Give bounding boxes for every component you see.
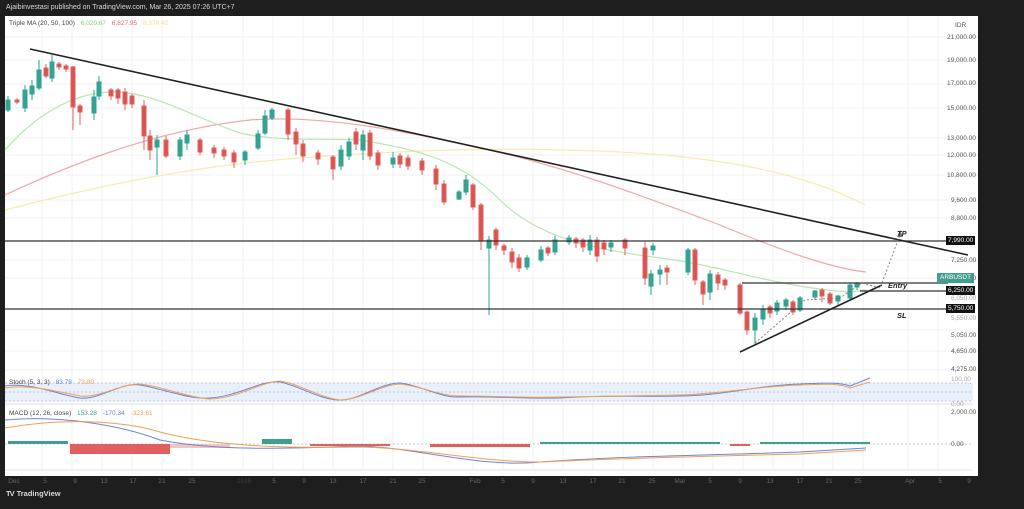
tp-annotation: TP [897, 229, 907, 238]
time-label: 13 [100, 478, 108, 485]
currency-label: IDR [955, 22, 967, 29]
stoch-k-line [4, 377, 871, 401]
projection-path [754, 234, 901, 344]
time-label: 13 [559, 478, 567, 485]
time-label: 13 [329, 478, 337, 485]
time-label: 13 [766, 478, 774, 485]
time-label: 25 [418, 478, 426, 485]
time-label: 25 [854, 478, 862, 485]
price-tick: 5,550.00 [951, 315, 977, 322]
time-label: Apr [904, 478, 916, 485]
time-label: 5 [43, 478, 47, 485]
time-label: 21 [825, 478, 833, 485]
price-tick: 21,000.00 [947, 34, 976, 41]
ma-legend-name: Triple MA (20, 50, 100) [9, 20, 75, 27]
time-label: 5 [938, 478, 942, 485]
candlesticks [5, 55, 860, 345]
tradingview-logo[interactable]: TV TradingView [6, 489, 61, 498]
price-tick: 4,650.00 [951, 348, 977, 355]
ma50-value: 6,827.95 [111, 20, 138, 27]
frame-border-right [978, 16, 1024, 476]
signal-line [4, 421, 867, 463]
ma50-line [4, 118, 867, 273]
stoch-d-line [4, 380, 871, 401]
price-tick: 6,050.00 [951, 295, 977, 302]
time-label: 21 [389, 478, 397, 485]
macd-legend-name: MACD (12, 26, close) [9, 410, 72, 417]
brand-name: TradingView [16, 489, 61, 498]
price-tick: 13,000.00 [947, 135, 976, 142]
stoch-k-value: 83.78 [55, 379, 72, 386]
price-tick: 17,000.00 [947, 80, 976, 87]
entry-price-tag: 6,250.00 [946, 286, 976, 295]
price-tick: 9,600.00 [951, 197, 977, 204]
ma20-value: 6,020.67 [80, 20, 106, 27]
tradingview-mark-icon: TV [6, 489, 15, 498]
time-label: 5 [272, 478, 276, 485]
symbol-tag: ARBUSDT [937, 273, 975, 283]
time-label: 25 [648, 478, 656, 485]
sl-price-tag: 5,750.00 [946, 304, 976, 313]
time-label: 9 [73, 478, 77, 485]
ma100-value: 8,378.42 [142, 20, 169, 27]
ma100-line [4, 148, 866, 211]
time-label: 9 [738, 478, 742, 485]
time-label-year: 2025 [236, 478, 252, 485]
macd-histogram [8, 439, 870, 454]
price-tick: 8,800.00 [951, 215, 977, 222]
price-tick: 4,275.00 [951, 366, 977, 373]
price-tick: 15,000.00 [947, 105, 976, 112]
time-label: 9 [531, 478, 535, 485]
grid-lines [5, 16, 978, 470]
price-tick: 7,250.00 [951, 257, 977, 264]
macd-hist-value: 153.28 [76, 410, 97, 417]
price-tick: 12,000.00 [947, 152, 976, 159]
stoch-d-value: 73.89 [77, 379, 95, 386]
macd-value: -170.34 [102, 410, 125, 417]
stoch-tick: 100.00 [951, 376, 971, 383]
time-label: 5 [501, 478, 505, 485]
ma20-line [4, 91, 867, 293]
tp-price-tag: 7,990.00 [946, 236, 976, 245]
ma-legend[interactable]: Triple MA (20, 50, 100) 6,020.67 6,827.9… [9, 20, 172, 27]
time-label: 21 [618, 478, 626, 485]
time-label: Dec [8, 478, 20, 485]
sl-annotation: SL [897, 311, 907, 320]
level-lines [5, 240, 948, 310]
time-label: 25 [188, 478, 196, 485]
time-label: 9 [302, 478, 306, 485]
stoch-tick: 0.00 [951, 401, 964, 408]
macd-tick: 2,000.00 [951, 409, 977, 416]
projection-arrow-icon [897, 230, 903, 237]
time-label: 17 [796, 478, 804, 485]
ascending-trendline [739, 284, 883, 353]
time-label: 9 [967, 478, 971, 485]
price-tick: 19,000.00 [947, 57, 976, 64]
stoch-legend-name: Stoch (5, 3, 3) [9, 379, 50, 386]
time-label: 5 [708, 478, 712, 485]
time-label: Feb [469, 478, 481, 485]
signal-value: -323.61 [130, 410, 153, 417]
time-label: 21 [158, 478, 166, 485]
time-label: 17 [359, 478, 367, 485]
time-label: Mar [674, 478, 686, 485]
macd-tick: 0.00 [951, 441, 964, 448]
macd-line [4, 418, 867, 464]
stoch-legend[interactable]: Stoch (5, 3, 3) 83.78 73.89 [9, 379, 98, 386]
price-tick: 10,800.00 [947, 172, 976, 179]
published-header: Ajaibinvestasi published on TradingView.… [0, 0, 1024, 16]
descending-trendline [29, 48, 969, 256]
footer-bar [0, 476, 1024, 509]
entry-annotation: Entry [888, 281, 908, 290]
macd-legend[interactable]: MACD (12, 26, close) 153.28 -170.34 -323… [9, 410, 157, 417]
time-label: 17 [589, 478, 597, 485]
price-tick: 5,050.00 [951, 332, 977, 339]
time-label: 17 [129, 478, 137, 485]
